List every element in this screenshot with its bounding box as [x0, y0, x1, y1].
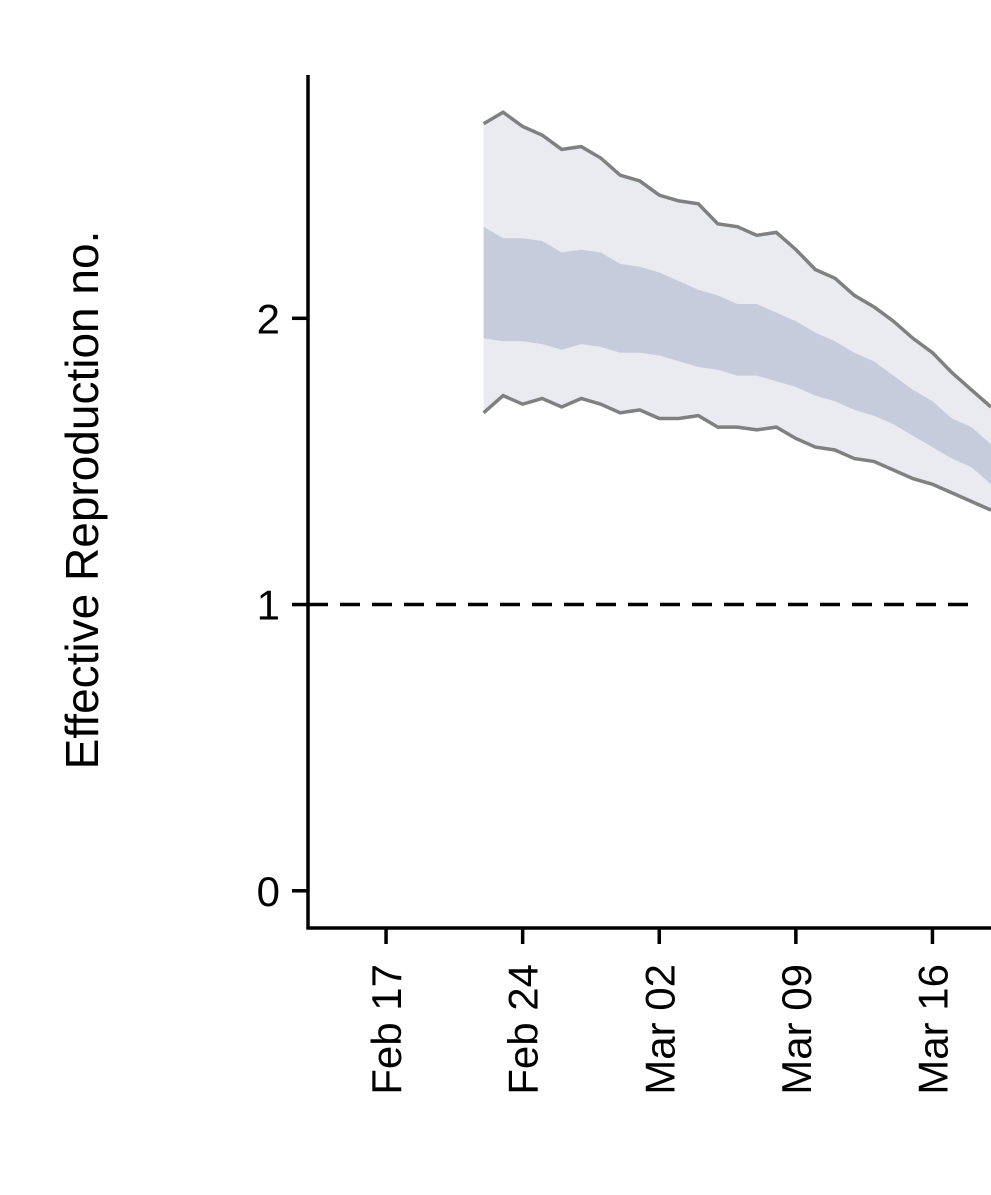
axes — [306, 75, 991, 930]
x-tick-label: Feb 17 — [363, 964, 410, 1095]
lower-bound-line — [482, 393, 991, 512]
y-axis-label: Effective Reproduction no. — [56, 231, 108, 770]
x-tick-label: Feb 24 — [500, 964, 547, 1095]
y-tick-label: 1 — [257, 582, 280, 629]
x-tick-label: Mar 02 — [636, 964, 683, 1095]
x-tick-label: Mar 09 — [773, 964, 820, 1095]
credible-bound-lines — [482, 110, 991, 512]
x-tick-label: Mar 16 — [909, 964, 956, 1095]
x-ticks: Feb 17 Feb 24 Mar 02 Mar 09 Mar 16 — [363, 928, 956, 1095]
credible-bands — [483, 112, 991, 511]
inner-credible-band — [483, 226, 991, 485]
y-tick-label: 0 — [257, 868, 280, 915]
y-ticks: 0 1 2 — [257, 295, 308, 915]
y-tick-label: 2 — [257, 295, 280, 342]
upper-bound-line — [482, 110, 991, 409]
